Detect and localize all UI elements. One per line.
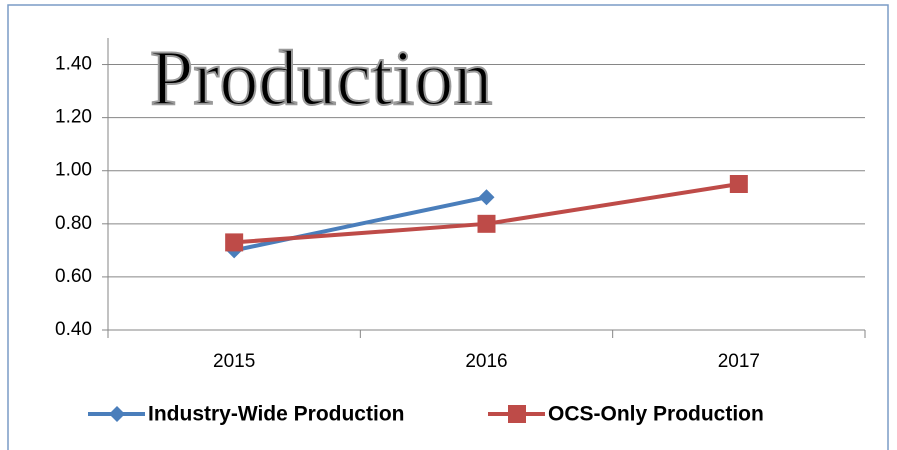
- data-point: [729, 175, 748, 193]
- y-tick-label: 0.40: [55, 319, 92, 340]
- legend-label: Industry-Wide Production: [148, 403, 404, 426]
- x-tick-label: 2015: [213, 351, 255, 372]
- data-point: [478, 189, 495, 206]
- chart-title: Production: [150, 34, 492, 121]
- data-point: [477, 214, 496, 233]
- legend-marker: [508, 405, 526, 423]
- y-tick-label: 1.40: [55, 54, 92, 75]
- y-tick-label: 0.60: [55, 266, 92, 287]
- data-point: [225, 233, 244, 252]
- legend-label: OCS-Only Production: [548, 403, 764, 426]
- legend-marker: [109, 406, 125, 422]
- y-tick-label: 1.00: [55, 160, 92, 181]
- x-tick-label: 2016: [465, 351, 507, 372]
- y-tick-label: 0.80: [55, 213, 92, 234]
- y-tick-label: 1.20: [55, 107, 92, 128]
- series-line: [233, 195, 487, 253]
- x-tick-label: 2017: [718, 351, 760, 372]
